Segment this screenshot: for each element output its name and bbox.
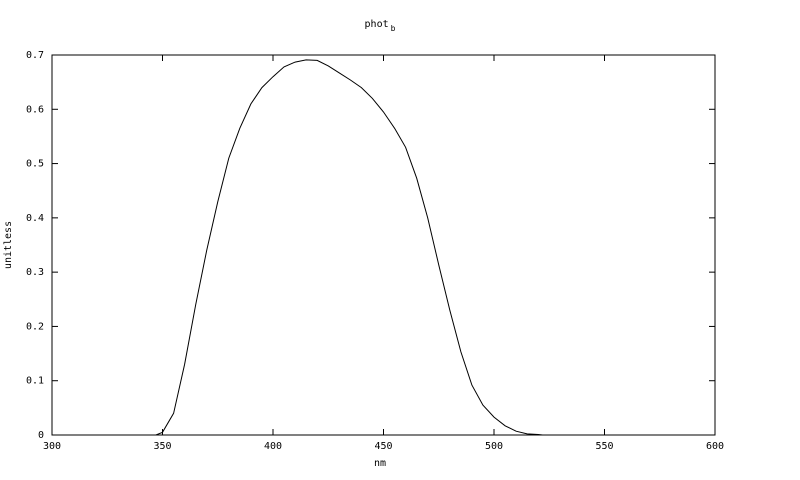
x-tick-label: 600 <box>706 441 724 452</box>
y-axis-label: unitless <box>3 221 14 269</box>
x-tick-label: 400 <box>264 441 282 452</box>
x-tick-label: 550 <box>595 441 613 452</box>
x-tick-label: 450 <box>374 441 392 452</box>
x-tick-label: 300 <box>43 441 61 452</box>
y-tick-label: 0 <box>38 430 44 441</box>
x-tick-label: 350 <box>153 441 171 452</box>
y-tick-label: 0.1 <box>26 376 44 387</box>
y-tick-label: 0.4 <box>26 213 44 224</box>
y-tick-label: 0.2 <box>26 321 44 332</box>
y-tick-label: 0.6 <box>26 104 44 115</box>
y-tick-label: 0.3 <box>26 267 44 278</box>
y-tick-label: 0.5 <box>26 159 44 170</box>
title-text: phot <box>365 19 389 30</box>
title-subscript: b <box>391 24 396 33</box>
chart-title: phot b <box>365 19 396 33</box>
x-tick-label: 500 <box>485 441 503 452</box>
x-axis-label: nm <box>374 458 386 469</box>
series-line <box>52 59 543 436</box>
y-tick-label: 0.7 <box>26 50 44 61</box>
